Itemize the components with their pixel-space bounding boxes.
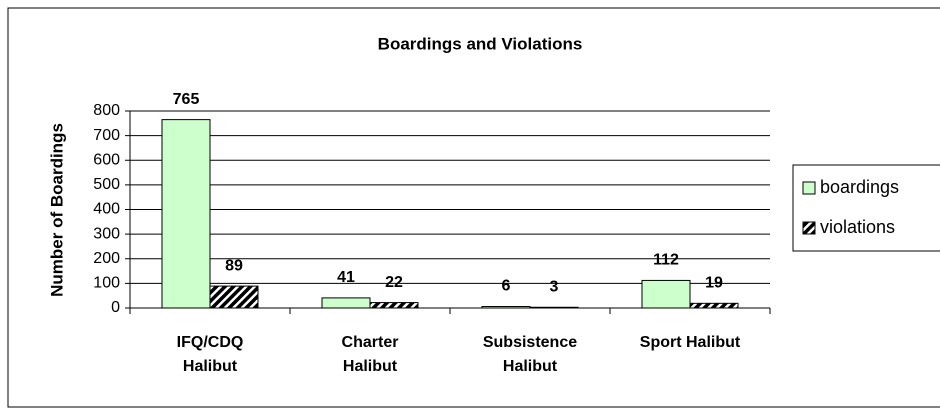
legend-swatch [802,181,816,195]
legend-swatch [802,221,816,235]
y-tick-label: 400 [93,201,120,218]
data-label: 112 [653,252,679,269]
data-label: 3 [550,278,559,295]
x-tick-label: Sport Halibut [640,334,741,351]
data-label: 765 [173,91,200,108]
data-label: 6 [502,278,511,295]
legend-label: violations [820,217,895,237]
legend-label: boardings [820,177,899,197]
bar [321,297,371,309]
bar [369,302,419,309]
bar [689,302,739,309]
y-tick-label: 600 [93,151,120,168]
data-label: 89 [225,257,243,274]
bar [641,279,691,309]
x-tick-label: Charter [342,334,399,351]
bar [209,285,259,309]
data-label: 22 [385,274,403,291]
y-tick-label: 800 [93,102,120,119]
data-label: 41 [337,269,355,286]
chart-title: Boardings and Violations [378,34,583,53]
legend-box [792,164,940,252]
x-tick-label: Halibut [343,358,398,375]
x-tick-label: Halibut [183,358,238,375]
y-tick-label: 100 [93,275,120,292]
x-tick-label: IFQ/CDQ [177,334,244,351]
y-axis-label: Number of Boardings [47,123,66,297]
bar [161,119,211,309]
y-tick-label: 700 [93,127,120,144]
x-tick-label: Subsistence [483,334,577,351]
x-tick-label: Halibut [503,358,558,375]
y-tick-label: 200 [93,250,120,267]
y-tick-label: 0 [111,299,120,316]
y-tick-label: 300 [93,225,120,242]
data-label: 19 [705,275,723,292]
y-tick-label: 500 [93,176,120,193]
bar [529,306,579,309]
bar [481,306,531,309]
